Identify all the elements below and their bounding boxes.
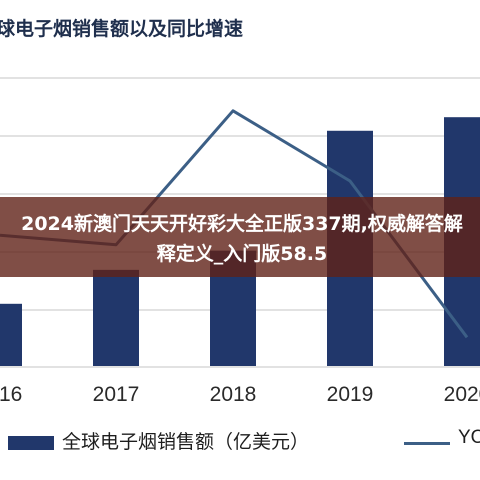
x-tick-label: 2018 xyxy=(210,383,257,406)
legend-bar-label: 全球电子烟销售额（亿美元） xyxy=(62,431,310,453)
x-tick-label: 2020 xyxy=(444,383,480,406)
overlay-banner-text: 2024新澳门天天开好彩大全正版337期,权威解答解释定义_入门版58.5 xyxy=(21,213,463,265)
x-tick-label: 2019 xyxy=(327,383,374,406)
x-tick-label: 2017 xyxy=(93,383,140,406)
legend-line-label: YO xyxy=(458,427,480,448)
bar xyxy=(0,303,22,366)
legend-bar-swatch xyxy=(8,436,54,450)
x-axis-ticks: 2016 2017 2018 2019 2020 xyxy=(0,383,480,406)
chart-legend: 全球电子烟销售额（亿美元） YO xyxy=(0,424,480,458)
legend-line-swatch xyxy=(404,442,450,445)
overlay-banner[interactable]: 2024新澳门天天开好彩大全正版337期,权威解答解释定义_入门版58.5 xyxy=(0,197,480,277)
bar xyxy=(93,269,139,366)
chart-title: 球电子烟销售额以及同比增速 xyxy=(0,18,244,40)
x-tick-label: 2016 xyxy=(0,383,22,406)
